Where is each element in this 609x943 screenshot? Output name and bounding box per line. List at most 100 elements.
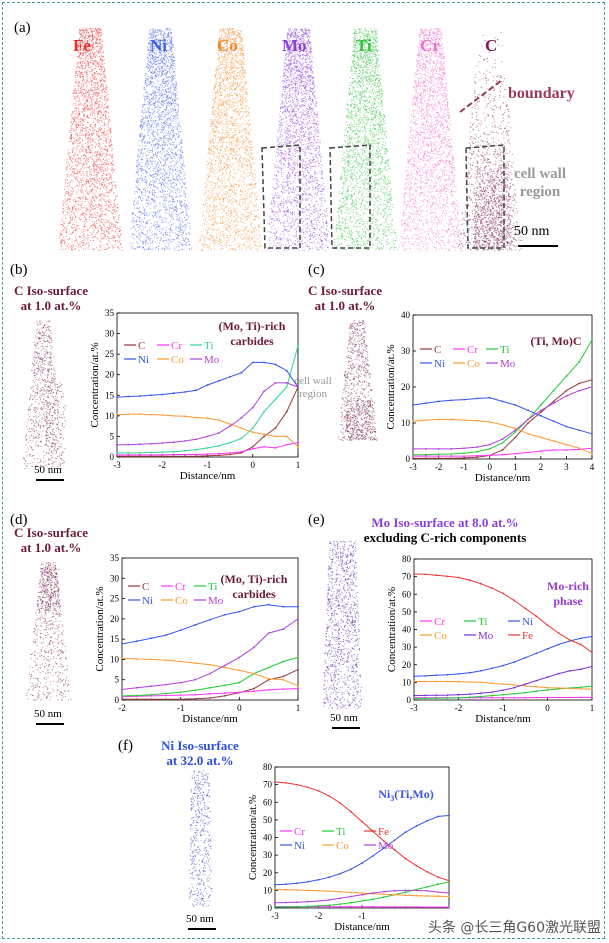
data-point-ni [514,404,516,406]
data-point-ni [502,665,504,667]
data-point-co [480,682,482,684]
data-point-ti [274,906,276,908]
legend-label: Fe [522,630,533,642]
data-point-ni [540,415,542,417]
data-point-fe [274,781,276,783]
legend-item-c: C [128,581,149,593]
x-axis-label: Distance/nm [475,713,531,725]
y-axis-label: Concentration/at.% [386,587,398,672]
x-tick-label: -1 [204,460,212,470]
data-point-cr [238,691,240,693]
data-point-co [527,433,529,435]
data-point-mo [207,436,209,438]
y-tick-label: 35 [105,308,115,318]
data-point-mo [394,890,396,892]
legend-label: Co [336,840,349,852]
data-point-ti [424,698,426,700]
watermark: 头条 @长三角G60激光联盟 [428,917,601,937]
data-point-co [458,681,460,683]
data-point-ni [209,619,211,621]
data-point-co [476,420,478,422]
data-point-fe [447,575,449,577]
y-tick-label: 40 [402,625,412,635]
data-point-ni [275,364,277,366]
data-point-co [150,659,152,661]
data-point-mo [121,689,123,691]
data-point-c [209,697,211,699]
data-point-co [413,681,415,683]
data-point-cr [558,697,560,699]
data-point-cr [127,454,129,456]
data-point-co [161,414,163,416]
data-point-cr [489,455,491,457]
x-axis-label: Distance/nm [334,921,390,933]
data-point-c [527,422,529,424]
needle-ti [334,28,398,250]
data-point-fe [437,876,439,878]
data-point-ni [458,673,460,675]
series-line-ni [414,637,592,677]
legend-label: Fe [378,826,389,838]
data-point-co [435,681,437,683]
series-line-ni [122,605,298,644]
data-point-c [136,698,138,700]
data-point-ni [578,429,580,431]
data-point-mo [580,668,582,670]
x-tick-label: -3 [271,911,279,921]
phase-annotation: phase [553,594,583,608]
data-point-ni [274,884,276,886]
data-point-cr [150,454,152,456]
data-point-mo [536,680,538,682]
data-point-mo [238,657,240,659]
data-point-ti [447,697,449,699]
data-point-cr [297,688,299,690]
data-point-ti [263,411,265,413]
data-point-co [307,890,309,892]
data-point-ti [513,693,515,695]
needle-c [459,32,523,251]
y-tick-label: 15 [105,390,115,400]
data-point-cr [184,454,186,456]
data-point-cr [553,449,555,451]
y-tick-label: 30 [263,850,273,860]
legend-item-co: Co [453,358,480,370]
data-point-ti [372,898,374,900]
data-point-ni [426,820,428,822]
data-point-co [209,664,211,666]
data-point-ni [218,380,220,382]
legend-item-co: Co [161,595,188,607]
data-point-ni [195,389,197,391]
data-point-co [318,890,320,892]
data-point-c [297,669,299,671]
y-axis-label: Concentration/at.% [247,795,259,880]
data-point-mo [514,429,516,431]
data-point-ni [361,862,363,864]
data-point-co [412,420,414,422]
data-point-cr [173,454,175,456]
cell-wall-region-box [466,145,504,248]
data-point-co [252,431,254,433]
data-point-ni [413,675,415,677]
data-point-mo [438,448,440,450]
data-point-co [502,424,504,426]
data-point-ti [489,448,491,450]
data-point-co [139,413,141,415]
x-axis-label: Distance/nm [182,713,238,725]
y-axis-label: Concentration/at.% [94,586,106,671]
phase-annotation: (Mo, Ti)-rich [219,319,286,333]
x-tick-label: 2 [539,462,544,472]
data-point-ti [438,453,440,455]
data-point-ti [540,404,542,406]
data-point-ti [578,361,580,363]
data-point-ti [437,883,439,885]
data-point-ni [229,376,231,378]
data-point-cr [275,447,277,449]
phase-annotation: carbides [232,587,276,601]
data-point-cr [491,697,493,699]
y-tick-label: 80 [402,554,412,564]
data-point-ti [339,903,341,905]
data-point-mo [413,695,415,697]
